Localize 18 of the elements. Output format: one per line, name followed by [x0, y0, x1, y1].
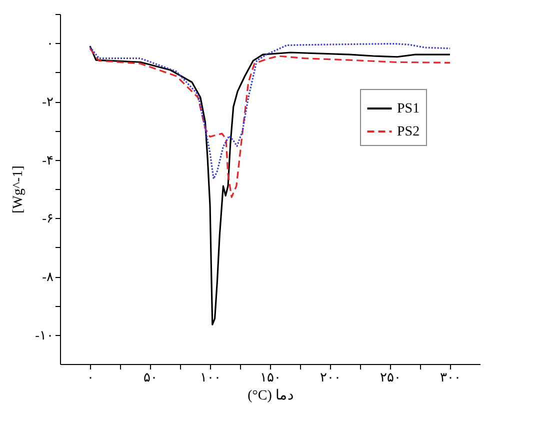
y-tick-label: ۰ — [46, 36, 54, 51]
y-tick-label: -۸ — [42, 269, 54, 284]
x-tick-label: ۱۰۰ — [200, 370, 221, 384]
x-tick-label: ۳۰۰ — [440, 370, 461, 384]
x-tick-label: ۵۰ — [144, 370, 158, 384]
y-tick-label: -۴ — [42, 152, 54, 168]
x-tick-label: ۲۰۰ — [320, 370, 341, 384]
y-tick-label: -۲ — [42, 94, 54, 109]
legend-label: PS1 — [397, 102, 420, 116]
y-axis-title: [Wg^-1] — [11, 166, 26, 214]
x-tick-label: ۲۵۰ — [380, 370, 401, 384]
y-tick-label: -۱۰ — [35, 327, 54, 342]
x-tick-label: ۱۵۰ — [260, 370, 281, 384]
y-tick-label: -۶ — [42, 210, 54, 226]
x-axis-title: (°C) دما — [248, 388, 294, 404]
line-series — [89, 45, 451, 326]
x-tick-label: ۰ — [87, 370, 94, 384]
legend-label: PS2 — [397, 124, 420, 140]
